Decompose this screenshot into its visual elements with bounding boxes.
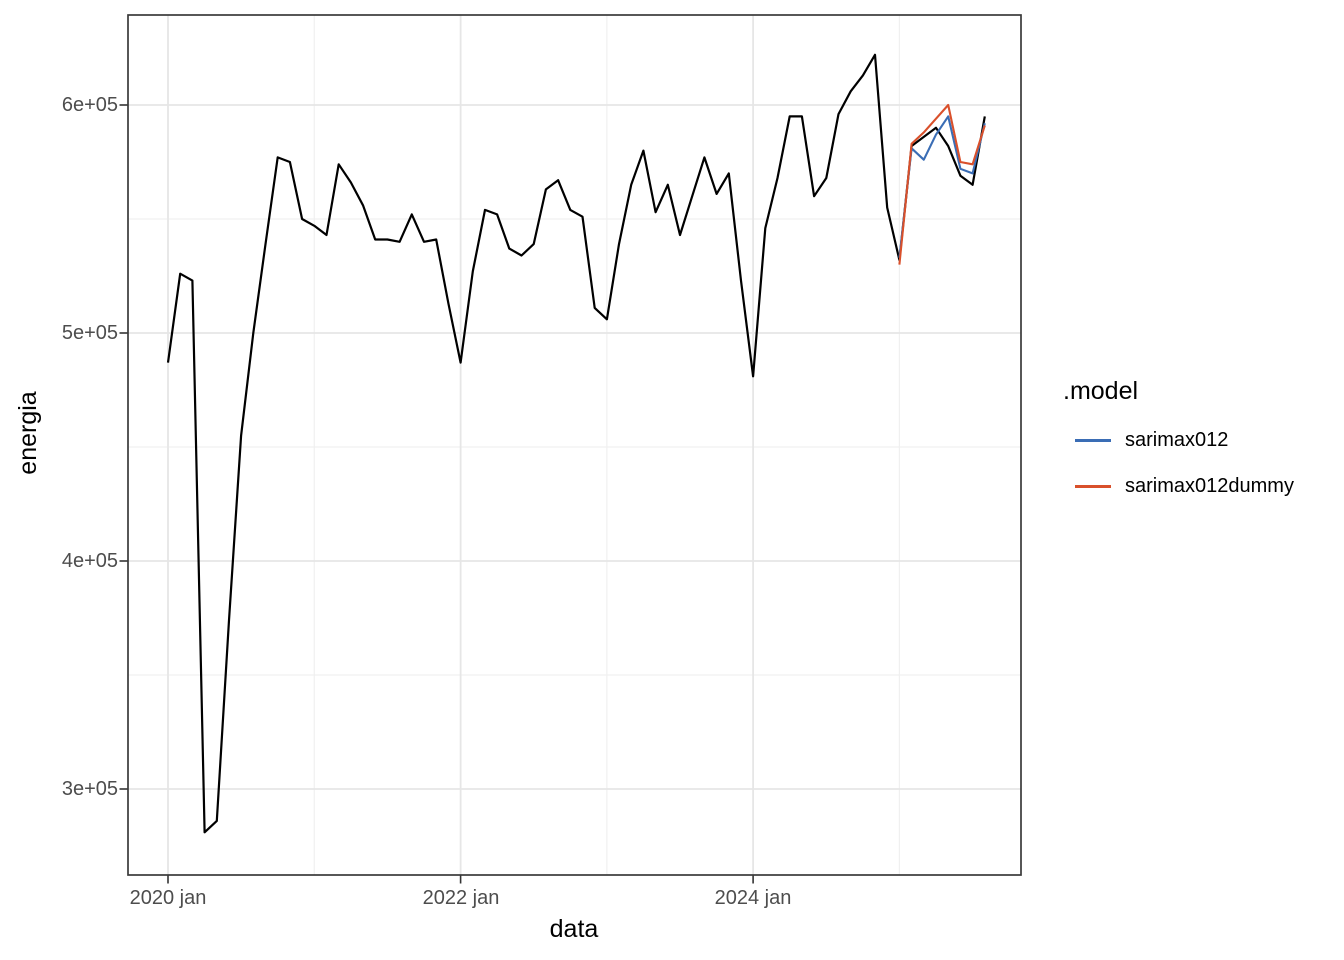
legend-item-label: sarimax012 — [1125, 429, 1229, 451]
x-axis-title: data — [549, 915, 599, 943]
y-axis-tick-label: 3e+05 — [61, 778, 118, 800]
y-axis-tick-label: 6e+05 — [61, 94, 118, 116]
legend-item: sarimax012dummy — [1063, 474, 1344, 498]
x-axis-tick-label: 2024 jan — [714, 887, 792, 909]
legend-key-line-icon — [1075, 484, 1111, 488]
x-axis-tick-label: 2020 jan — [129, 887, 207, 909]
x-axis-tick-label: 2022 jan — [422, 887, 500, 909]
legend-item: sarimax012 — [1063, 428, 1344, 452]
y-axis-tick-label: 5e+05 — [61, 322, 118, 344]
y-axis-tick-label: 4e+05 — [61, 550, 118, 572]
legend-item-label: sarimax012dummy — [1125, 475, 1294, 497]
y-axis-title: energia — [14, 391, 42, 475]
legend-title: .model — [1063, 377, 1139, 405]
legend: .model sarimax012 sarimax012dummy — [1063, 376, 1344, 498]
legend-key-line-icon — [1075, 438, 1111, 442]
